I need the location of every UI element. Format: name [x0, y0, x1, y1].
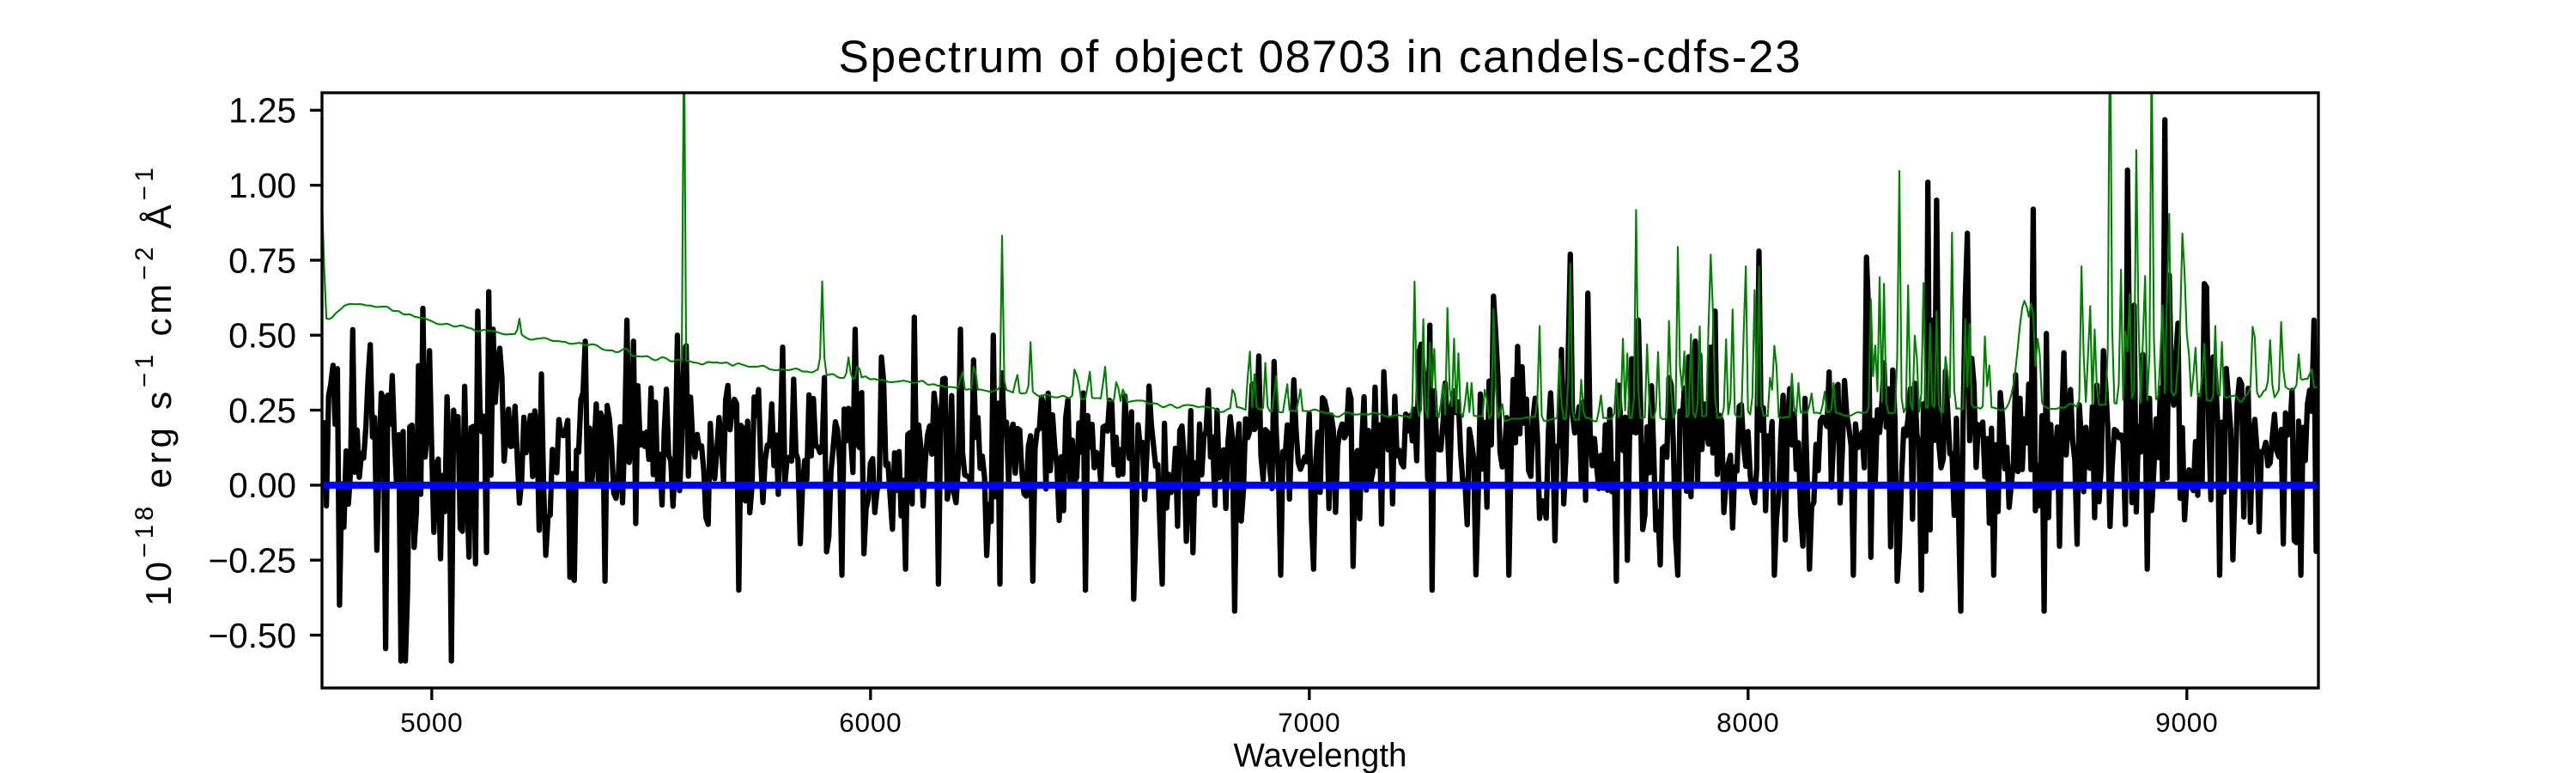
svg-text:−0.50: −0.50 — [209, 616, 296, 655]
svg-text:1.25: 1.25 — [228, 91, 296, 131]
svg-text:0.75: 0.75 — [228, 240, 296, 280]
svg-text:8000: 8000 — [1716, 707, 1779, 738]
svg-text:9000: 9000 — [2155, 707, 2218, 738]
svg-text:0.25: 0.25 — [228, 391, 296, 430]
svg-text:−0.25: −0.25 — [209, 540, 296, 580]
svg-text:Spectrum of object 08703 in ca: Spectrum of object 08703 in candels-cdfs… — [839, 32, 1802, 82]
svg-text:6000: 6000 — [839, 707, 902, 738]
svg-text:Wavelength: Wavelength — [1234, 738, 1407, 773]
svg-text:5000: 5000 — [400, 707, 463, 738]
svg-text:0.00: 0.00 — [228, 466, 296, 505]
svg-text:0.50: 0.50 — [228, 316, 296, 356]
svg-text:1.00: 1.00 — [228, 166, 296, 205]
svg-text:7000: 7000 — [1278, 707, 1340, 738]
